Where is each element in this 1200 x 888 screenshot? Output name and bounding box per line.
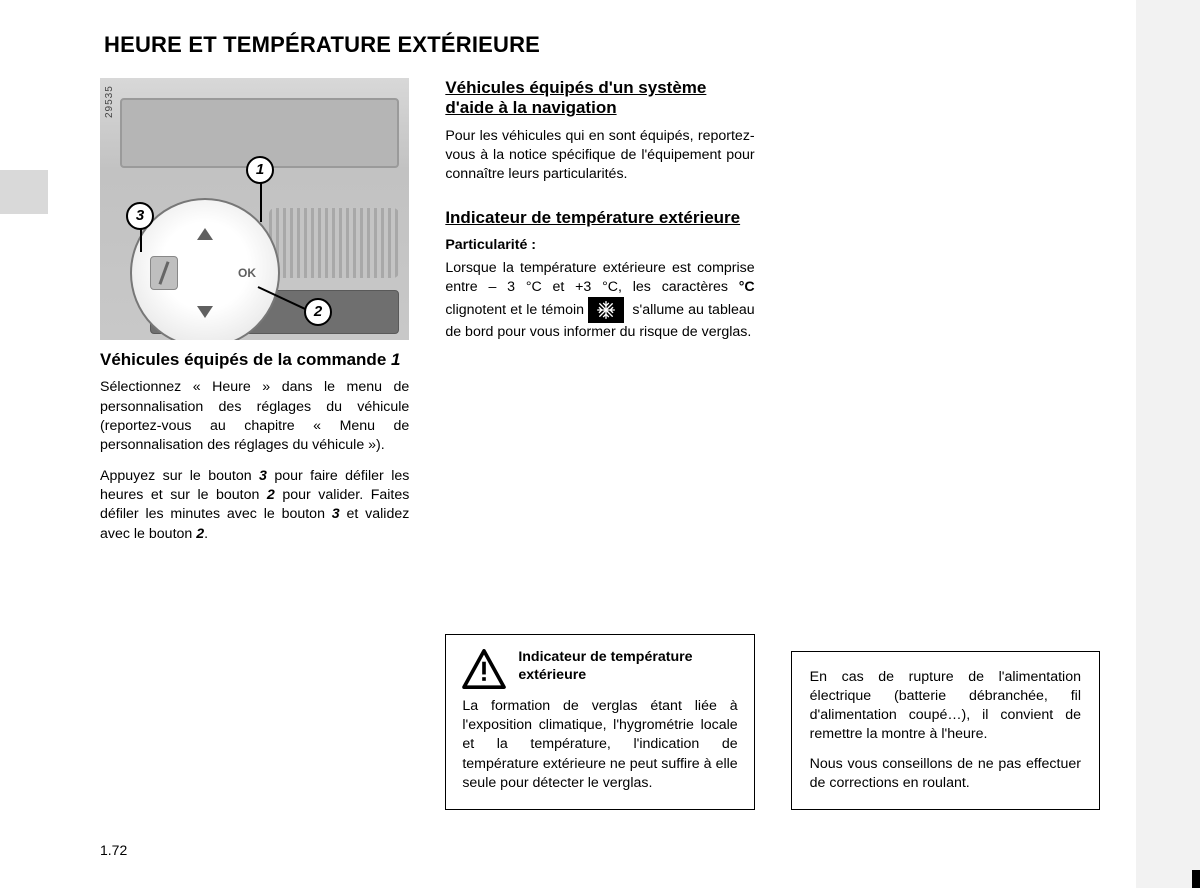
column-2: Véhicules équipés d'un système d'aide à … [445, 78, 754, 838]
temp-body: Lorsque la température extérieure est co… [445, 259, 754, 343]
callout-2: 2 [304, 298, 332, 326]
text-fragment: Lorsque la température extérieure est co… [445, 260, 754, 295]
corner-accent [1192, 870, 1200, 888]
warning-body: La formation de verglas étant liée à l'e… [462, 697, 737, 793]
info-p2: Nous vous conseillons de ne pas effectue… [810, 755, 1081, 793]
nav-heading: Véhicules équipés d'un système d'aide à … [445, 78, 754, 119]
column-1: 29535 OK 1 3 2 [100, 78, 409, 838]
page-title: HEURE ET TEMPÉRATURE EXTÉRIEURE [104, 32, 1100, 58]
ok-label: OK [238, 266, 256, 280]
callout-line [140, 228, 142, 252]
warning-header: Indicateur de température extérieure [462, 649, 737, 689]
info-box: En cas de rupture de l'alimentation élec… [791, 651, 1100, 810]
nav-body: Pour les véhicules qui en sont équipés, … [445, 127, 754, 185]
info-p1: En cas de rupture de l'alimentation élec… [810, 668, 1081, 745]
heading-text: Véhicules équipés de la commande [100, 350, 391, 369]
temp-heading: Indicateur de température extérieure [445, 208, 754, 228]
thumb-tab [0, 170, 48, 214]
columns: 29535 OK 1 3 2 [100, 78, 1100, 838]
figure-code: 29535 [104, 85, 115, 118]
manual-page: HEURE ET TEMPÉRATURE EXTÉRIEURE 29535 OK… [0, 0, 1200, 888]
ref-3: 3 [259, 468, 267, 484]
right-margin-bar [1136, 0, 1200, 888]
dashboard-figure: 29535 OK 1 3 2 [100, 78, 409, 340]
text-fragment: Appuyez sur le bouton [100, 468, 259, 484]
frost-icon [588, 297, 624, 323]
col1-heading: Véhicules équipés de la commande 1 [100, 350, 409, 370]
page-number: 1.72 [100, 842, 127, 858]
ref-2: 2 [267, 487, 275, 503]
text-fragment: clignotent et le témoin [445, 302, 588, 318]
callout-1: 1 [246, 156, 274, 184]
dial-knob [150, 256, 178, 290]
particularity-label: Particularité : [445, 237, 754, 253]
ref-3: 3 [332, 506, 340, 522]
col1-paragraph-a: Sélectionnez « Heure » dans le menu de p… [100, 378, 409, 455]
column-3: En cas de rupture de l'alimentation élec… [791, 78, 1100, 838]
callout-line [260, 182, 262, 222]
air-vents [269, 208, 399, 278]
callout-3: 3 [126, 202, 154, 230]
warning-box: Indicateur de température extérieure La … [445, 634, 754, 810]
ref-2: 2 [196, 526, 204, 542]
col1-paragraph-b: Appuyez sur le bouton 3 pour faire défil… [100, 467, 409, 544]
unit-bold: °C [739, 279, 755, 295]
up-arrow-icon [197, 228, 213, 240]
text-fragment: . [204, 526, 208, 542]
heading-ref: 1 [391, 350, 400, 369]
warning-title: Indicateur de température extérieure [518, 649, 737, 689]
warning-triangle-icon [462, 649, 506, 689]
down-arrow-icon [197, 306, 213, 318]
